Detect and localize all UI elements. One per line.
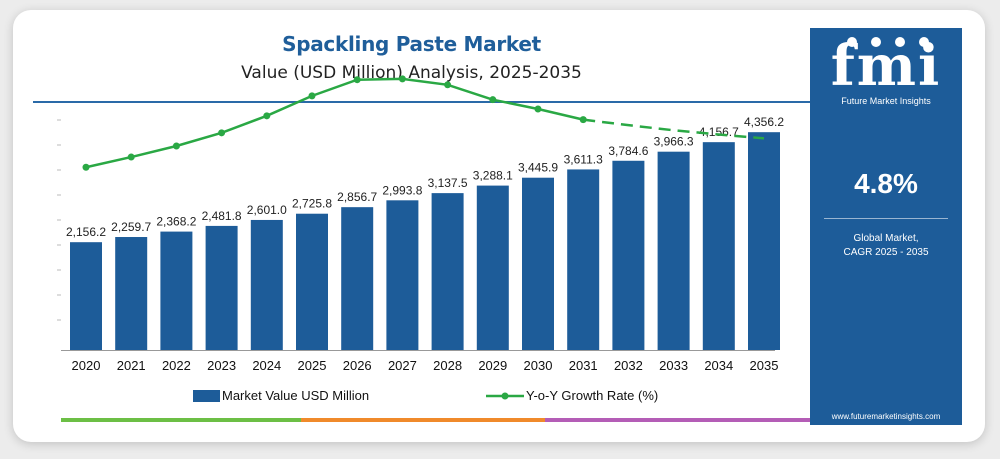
x-tick-label: 2031 — [569, 358, 598, 373]
growth-point-2020 — [82, 163, 90, 171]
sidebar-divider — [824, 218, 948, 219]
x-tick-label: 2024 — [252, 358, 281, 373]
x-tick-label: 2032 — [614, 358, 643, 373]
logo-tagline: Future Market Insights — [841, 96, 931, 106]
bar-2028 — [431, 193, 464, 350]
website-url: www.futuremarketinsights.com — [831, 412, 941, 421]
legend-swatch-bars — [193, 390, 220, 402]
legend-label-line: Y-o-Y Growth Rate (%) — [526, 388, 658, 403]
cagr-label-line2: CAGR 2025 - 2035 — [843, 247, 929, 258]
bar-2022 — [160, 231, 193, 350]
bar-2029 — [476, 185, 509, 350]
growth-line-solid — [85, 77, 584, 169]
bar-2020 — [70, 242, 102, 350]
cagr-label: Global Market, CAGR 2025 - 2035 — [810, 232, 962, 260]
bar-2024 — [250, 219, 283, 350]
x-tick-label: 2025 — [298, 358, 327, 373]
growth-point-2026 — [353, 76, 361, 84]
chart-subtitle: Value (USD Million) Analysis, 2025-2035 — [241, 63, 582, 83]
x-tick-label: 2026 — [343, 358, 372, 373]
x-tick-label: 2027 — [388, 358, 417, 373]
bar-value-label: 2,993.8 — [382, 183, 422, 197]
bar-value-label: 2,156.2 — [66, 225, 106, 239]
cagr-label-line1: Global Market, — [853, 233, 919, 244]
bar-2035 — [748, 132, 780, 350]
x-tick-label: 2029 — [478, 358, 507, 373]
bar-2033 — [657, 151, 690, 350]
bar-value-label: 2,856.7 — [337, 190, 377, 204]
sidebar-panel: fmi Future Market Insights 4.8% Global M… — [810, 28, 962, 425]
bar-2027 — [386, 200, 419, 350]
x-tick-label: 2028 — [433, 358, 462, 373]
bar-value-label: 3,288.1 — [473, 169, 513, 183]
bar-2032 — [612, 160, 645, 350]
growth-point-2021 — [127, 153, 135, 161]
growth-point-2028 — [444, 81, 452, 89]
bar-2034 — [702, 142, 735, 350]
bar-value-label: 2,481.8 — [202, 209, 242, 223]
bar-value-label: 3,137.5 — [428, 176, 468, 190]
fmi-logo: fmi — [830, 33, 942, 99]
bar-value-label: 2,368.2 — [156, 215, 196, 229]
cagr-value: 4.8% — [854, 168, 918, 199]
growth-point-2031 — [579, 116, 587, 124]
x-tick-label: 2035 — [750, 358, 779, 373]
bar-value-label: 4,156.7 — [699, 125, 739, 139]
growth-point-2030 — [534, 105, 542, 113]
bar-value-label: 2,259.7 — [111, 220, 151, 234]
growth-point-2029 — [489, 96, 497, 104]
bar-2021 — [115, 237, 148, 350]
growth-point-2023 — [218, 129, 226, 137]
x-tick-label: 2020 — [72, 358, 101, 373]
bar-value-label: 2,601.0 — [247, 203, 287, 217]
growth-point-2027 — [398, 75, 406, 83]
bottom-accent-green — [61, 418, 301, 422]
legend-label-bars: Market Value USD Million — [222, 388, 369, 403]
growth-point-2025 — [308, 92, 316, 100]
bar-value-label: 2,725.8 — [292, 197, 332, 211]
growth-point-2022 — [172, 142, 180, 150]
x-tick-label: 2030 — [524, 358, 553, 373]
x-tick-label: 2023 — [207, 358, 236, 373]
bar-2023 — [205, 225, 238, 350]
bar-2030 — [522, 177, 554, 350]
logo-figures-icon — [847, 37, 929, 47]
bar-value-label: 3,611.3 — [564, 152, 603, 166]
bar-2031 — [567, 169, 600, 350]
legend-swatch-dot — [501, 392, 509, 400]
chart-card: Spackling Paste Market Value (USD Millio… — [13, 10, 985, 442]
bottom-accent-orange — [301, 418, 545, 422]
header-divider — [33, 101, 810, 103]
chart-title: Spackling Paste Market — [282, 32, 541, 56]
growth-line-dashed — [583, 118, 765, 140]
bar-value-label: 3,966.3 — [654, 135, 694, 149]
x-tick-label: 2021 — [117, 358, 146, 373]
bar-2025 — [296, 213, 328, 350]
growth-point-2024 — [263, 112, 271, 120]
x-tick-label: 2034 — [704, 358, 733, 373]
bottom-accent-purple — [545, 418, 810, 422]
bar-2026 — [341, 207, 374, 350]
bar-value-label: 3,445.9 — [518, 161, 558, 175]
x-tick-label: 2022 — [162, 358, 191, 373]
chart-canvas: 2,156.2 2020 2,259.7 2021 2,368.2 2022 2,481.8… — [57, 75, 784, 403]
bar-value-label: 4,356.2 — [744, 115, 784, 129]
x-tick-label: 2033 — [659, 358, 688, 373]
bar-value-label: 3,784.6 — [608, 144, 648, 158]
